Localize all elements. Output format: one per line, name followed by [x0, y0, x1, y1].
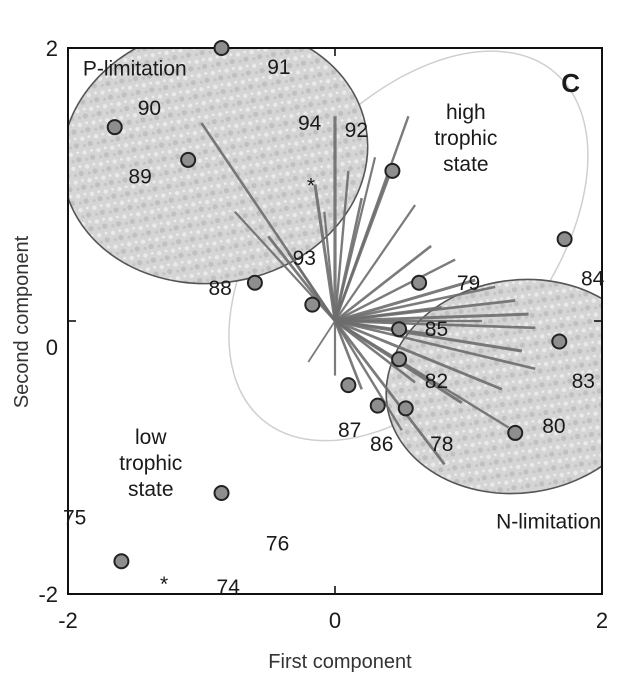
- annotation-text: state: [443, 153, 489, 176]
- data-point: [246, 274, 263, 291]
- panel-letter: C: [561, 68, 580, 98]
- data-point: [551, 333, 568, 350]
- loading-ray: [307, 320, 336, 363]
- point-label: 86: [370, 433, 393, 456]
- loading-ray: [267, 235, 337, 322]
- point-label: 93: [293, 247, 316, 270]
- loading-ray: [334, 306, 442, 323]
- loading-ray: [333, 320, 403, 431]
- loading-ray: [333, 320, 363, 390]
- annotation-text: trophic: [434, 127, 497, 150]
- point-labels: 91 90 89 92 88 93 79 84 85 82 83 87 86 78 80 94 75 76 74: [63, 56, 605, 599]
- star-marker: *: [307, 175, 315, 198]
- data-point: [340, 377, 357, 394]
- loading-ray: [334, 285, 496, 323]
- loading-ray: [334, 319, 536, 371]
- point-label: 92: [345, 119, 368, 142]
- data-point: [411, 274, 428, 291]
- loading-ray: [333, 115, 410, 322]
- group-ellipses: [68, 48, 602, 495]
- point-label: 78: [430, 433, 453, 456]
- annotation-text: low: [135, 426, 167, 449]
- point-label: 89: [128, 165, 151, 188]
- loading-rays: [200, 115, 536, 466]
- annotation-text: high: [446, 101, 486, 124]
- x-axis-label: First component: [268, 651, 412, 673]
- data-point: [384, 162, 401, 179]
- annotation-text: state: [128, 478, 174, 501]
- y-tick-label: -2: [38, 582, 58, 607]
- loading-ray: [334, 204, 417, 322]
- y-tick-label: 2: [46, 36, 58, 61]
- data-point: [556, 231, 573, 248]
- data-point: [213, 484, 230, 501]
- loading-ray: [334, 312, 529, 323]
- point-label: 88: [209, 277, 232, 300]
- data-point: [397, 400, 414, 417]
- point-label: 76: [266, 532, 289, 555]
- loading-ray: [334, 319, 416, 384]
- loading-ray: [334, 319, 436, 336]
- loading-ray: [334, 319, 503, 391]
- point-label: 91: [267, 56, 290, 79]
- loading-ray: [313, 184, 337, 322]
- point-label: 90: [138, 97, 161, 120]
- point-label: 87: [338, 419, 361, 442]
- point-label: 83: [572, 370, 595, 393]
- loading-ray: [334, 244, 432, 323]
- point-label: 79: [457, 272, 480, 295]
- loading-ray: [334, 278, 476, 323]
- loading-ray: [333, 156, 377, 322]
- annotation-text: trophic: [119, 452, 182, 475]
- point-label: 84: [581, 268, 605, 291]
- point-label: 94: [298, 112, 322, 135]
- data-point: [106, 119, 123, 136]
- data-point: [391, 351, 408, 368]
- x-tick-label: 2: [596, 608, 608, 633]
- loading-ray: [333, 320, 446, 466]
- axis-ticks: -2 0 2 -2 0 2: [38, 36, 608, 633]
- data-point: [507, 424, 524, 441]
- data-point: [391, 321, 408, 338]
- x-tick-label: -2: [58, 608, 78, 633]
- point-label: 82: [425, 370, 448, 393]
- point-label: 80: [542, 415, 565, 438]
- data-point: [180, 151, 197, 168]
- y-axis-label: Second component: [11, 235, 33, 408]
- ellipse-p-limitation: [68, 48, 369, 285]
- data-points: **: [106, 40, 573, 596]
- data-point: [113, 553, 130, 570]
- y-tick-label: 0: [46, 335, 58, 360]
- point-label: 75: [63, 507, 86, 530]
- loading-ray: [287, 252, 336, 322]
- loading-ray: [333, 170, 350, 322]
- point-label: 74: [217, 576, 241, 599]
- data-point: [369, 397, 386, 414]
- data-point: [304, 296, 321, 313]
- loading-ray: [323, 211, 337, 322]
- star-marker: *: [160, 573, 168, 596]
- loading-ray: [334, 258, 456, 323]
- annotation-text: N-limitation: [496, 511, 601, 534]
- data-point: [213, 40, 230, 56]
- x-tick-label: 0: [329, 608, 341, 633]
- loading-ray: [334, 319, 536, 330]
- group-annotations: P-limitation high trophic state low trophic st…: [83, 57, 601, 533]
- point-label: 85: [425, 318, 448, 341]
- annotation-text: P-limitation: [83, 57, 187, 80]
